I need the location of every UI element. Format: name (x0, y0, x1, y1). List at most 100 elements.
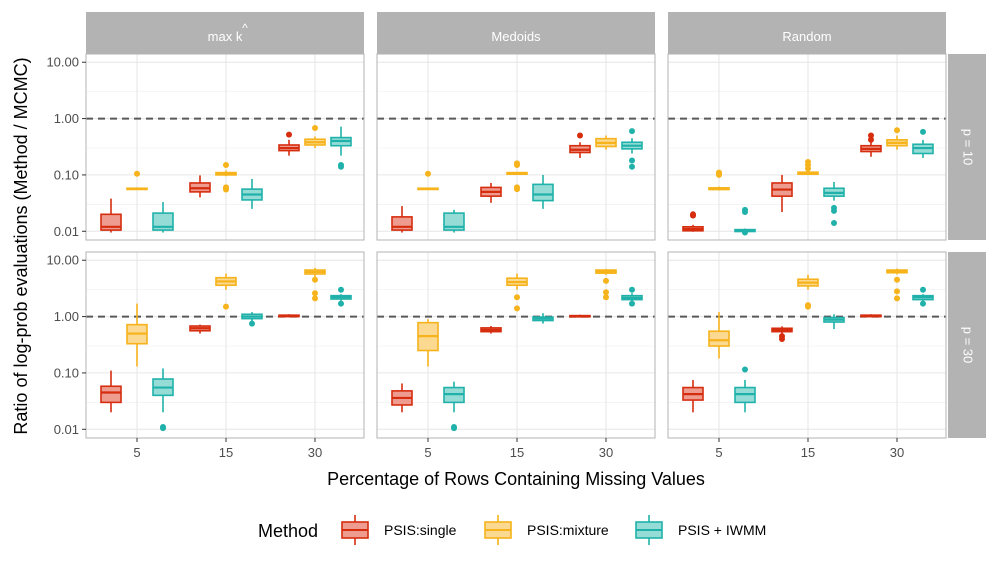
box-psis-iwmm-15 (823, 181, 845, 227)
box-psis-iwmm-5 (152, 202, 174, 233)
facet-title-2: Random (782, 29, 831, 44)
box-psis-single-15 (771, 174, 793, 212)
outlier-point (249, 320, 255, 327)
box-psis-iwmm-30 (912, 286, 934, 307)
outlier-point (451, 425, 457, 432)
outlier-point (629, 128, 635, 135)
y-tick-label: 0.01 (54, 422, 79, 437)
panel-border (667, 251, 947, 439)
box-psis-mixture-30 (595, 135, 617, 150)
outlier-point (894, 288, 900, 295)
box-psis-mixture-5 (417, 319, 439, 367)
facet-strip-1 (377, 12, 655, 54)
y-tick-label: 1.00 (54, 111, 79, 126)
x-tick-label: 15 (510, 445, 524, 460)
box-psis-mixture-5 (708, 312, 730, 359)
x-tick-label: 5 (715, 445, 722, 460)
y-tick-label: 0.01 (54, 224, 79, 239)
outlier-point (312, 125, 318, 132)
outlier-point (514, 305, 520, 312)
outlier-point (629, 300, 635, 307)
box-psis-single-15 (771, 326, 793, 343)
box-psis-mixture-5 (126, 303, 148, 367)
legend: Method PSIS:single PSIS:mixture PSIS + IWMM (258, 515, 766, 545)
panel-background (86, 54, 364, 240)
outlier-point (920, 300, 926, 307)
legend-key-0 (341, 515, 369, 545)
panel-border (85, 251, 365, 439)
box-psis-mixture-15 (215, 273, 237, 310)
outlier-point (134, 170, 140, 177)
box-iqr (100, 385, 122, 404)
x-tick-label: 30 (890, 445, 904, 460)
outlier-point (920, 286, 926, 293)
legend-key-2 (635, 515, 663, 545)
y-tick-label: 0.10 (54, 365, 79, 380)
legend-label-0: PSIS:single (384, 522, 457, 538)
box-psis-mixture-30 (886, 127, 908, 150)
box-psis-single-30 (569, 132, 591, 158)
outlier-point (868, 136, 874, 143)
x-tick-label: 15 (801, 445, 815, 460)
outlier-point (160, 425, 166, 432)
box-psis-mixture-30 (304, 267, 326, 302)
box-psis-iwmm-30 (330, 126, 352, 170)
box-psis-mixture-15 (797, 274, 819, 310)
x-axis-title: Percentage of Rows Containing Missing Va… (327, 469, 705, 489)
outlier-point (338, 300, 344, 307)
box-psis-iwmm-5 (734, 206, 756, 236)
legend-key-1 (484, 515, 512, 545)
outlier-point (742, 229, 748, 236)
box-psis-iwmm-5 (443, 381, 465, 432)
outlier-point (805, 165, 811, 172)
outlier-point (425, 170, 431, 177)
outlier-point (603, 289, 609, 296)
box-psis-iwmm-5 (152, 368, 174, 432)
box-psis-mixture-5 (708, 169, 730, 191)
outlier-point (223, 303, 229, 310)
row-strip-0 (948, 54, 986, 240)
box-psis-single-15 (189, 324, 211, 334)
panel-border (376, 53, 656, 241)
y-tick-label: 1.00 (54, 309, 79, 324)
box-psis-single-15 (480, 182, 502, 203)
outlier-point (831, 220, 837, 227)
box-psis-single-5 (100, 370, 122, 413)
panel-0-0 (86, 54, 364, 240)
legend-label-1: PSIS:mixture (527, 522, 609, 538)
box-psis-single-15 (480, 326, 502, 334)
box-psis-mixture-30 (304, 125, 326, 149)
box-iqr (708, 330, 730, 347)
outlier-point (312, 295, 318, 302)
box-iqr (391, 216, 413, 231)
box-psis-mixture-30 (595, 268, 617, 301)
outlier-point (338, 163, 344, 170)
box-psis-single-30 (278, 131, 300, 156)
outlier-point (223, 186, 229, 193)
outlier-point (868, 132, 874, 139)
box-psis-single-30 (860, 132, 882, 157)
box-psis-iwmm-30 (621, 286, 643, 307)
box-psis-iwmm-15 (823, 314, 845, 330)
outlier-point (742, 208, 748, 215)
outlier-point (894, 295, 900, 302)
box-psis-iwmm-5 (443, 209, 465, 233)
row-strip-label-1: p = 30 (961, 327, 976, 364)
box-psis-single-5 (682, 211, 704, 232)
outlier-point (716, 171, 722, 178)
y-tick-label: 10.00 (46, 253, 79, 268)
box-psis-single-5 (391, 206, 413, 233)
box-psis-single-15 (189, 175, 211, 198)
panel-0-2 (668, 54, 946, 240)
outlier-point (629, 163, 635, 170)
row-strip-label-0: p = 10 (961, 129, 976, 166)
box-psis-iwmm-15 (241, 178, 263, 209)
box-psis-mixture-15 (215, 162, 237, 193)
box-psis-iwmm-5 (734, 366, 756, 413)
box-psis-single-5 (682, 379, 704, 413)
x-tick-label: 5 (424, 445, 431, 460)
panel-border (376, 251, 656, 439)
outlier-point (223, 162, 229, 169)
row-strip-1 (948, 252, 986, 438)
